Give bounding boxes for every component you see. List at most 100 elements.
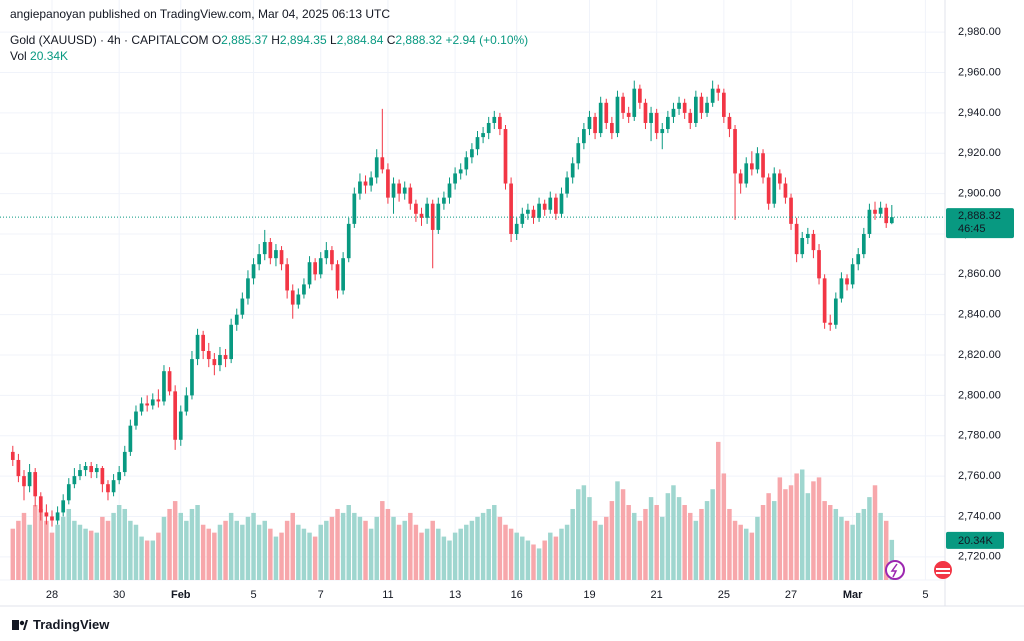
volume-bar — [732, 520, 738, 580]
flag-icon-stripe — [936, 572, 950, 574]
last-price-label: 2,888.32 — [958, 210, 1001, 222]
candle-body — [178, 411, 183, 440]
volume-bar — [648, 497, 654, 580]
volume-bar — [10, 528, 16, 580]
volume-bar — [100, 516, 105, 580]
candle-body — [716, 88, 721, 93]
volume-bar — [839, 516, 844, 580]
volume-bar — [693, 520, 699, 580]
volume-bar — [385, 508, 391, 580]
x-tick-label: Feb — [171, 589, 191, 601]
volume-bar — [480, 512, 486, 580]
candle-body — [850, 264, 855, 285]
candle-body — [598, 102, 603, 134]
volume-bar — [206, 528, 211, 580]
candle-body — [682, 102, 687, 113]
candle-body — [229, 324, 234, 360]
volume-bar — [883, 520, 889, 580]
candle-body — [705, 102, 709, 113]
volume-bar — [128, 520, 133, 580]
volume-bar — [671, 485, 676, 580]
change: +2.94 (+0.10%) — [445, 33, 529, 47]
candle-body — [464, 157, 469, 170]
countdown-label: 46:45 — [958, 223, 986, 235]
candle-body — [397, 183, 401, 194]
volume-bar — [609, 501, 615, 580]
volume-bar — [111, 512, 116, 580]
candle-body — [615, 96, 620, 134]
h-value: 2,894.35 — [279, 33, 327, 47]
volume-bar — [184, 520, 189, 580]
volume-bar — [290, 512, 295, 580]
volume-bar — [72, 520, 77, 580]
candle-body — [526, 209, 530, 214]
candle-body — [666, 116, 670, 130]
candle-body — [257, 254, 261, 265]
candle-body — [610, 122, 614, 134]
volume-bar — [727, 508, 732, 580]
candle-body — [66, 484, 71, 501]
candle-body — [128, 425, 133, 452]
volume-bar — [122, 508, 128, 580]
candle-body — [442, 197, 446, 204]
candle-body — [279, 250, 284, 265]
candle-body — [162, 371, 166, 402]
x-tick-label: 5 — [922, 589, 928, 601]
volume-legend: Vol 20.34K — [10, 49, 68, 63]
candle-body — [313, 262, 317, 275]
candle-body — [766, 177, 771, 204]
volume-box — [946, 531, 1004, 549]
symbol-title: Gold (XAUUSD) · 4h · CAPITALCOM — [10, 33, 209, 47]
y-tick-label: 2,960.00 — [958, 66, 1001, 78]
volume-bar — [581, 485, 587, 580]
brand-logo — [12, 619, 28, 630]
volume-bar — [441, 536, 447, 580]
candle-body — [10, 451, 15, 460]
volume-bar — [766, 493, 771, 580]
x-tick-label: 21 — [651, 589, 663, 601]
volume-bar — [816, 477, 822, 580]
volume-bar — [301, 528, 307, 580]
y-tick-label: 2,920.00 — [958, 147, 1001, 159]
x-tick-label: 19 — [583, 589, 595, 601]
volume-bar — [643, 508, 648, 580]
candle-body — [419, 213, 424, 218]
candle-body — [212, 359, 217, 366]
volume-bar — [699, 508, 704, 580]
candle-body — [828, 322, 833, 325]
volume-bar — [626, 505, 631, 580]
volume-bar — [49, 532, 55, 580]
volume-bar — [430, 520, 435, 580]
candle-body — [358, 181, 362, 194]
candle-body — [72, 476, 77, 485]
candle-body — [822, 278, 827, 323]
y-tick-label: 2,820.00 — [958, 349, 1001, 361]
candle-body — [503, 129, 508, 184]
candle-body — [195, 334, 200, 360]
candle-body — [55, 512, 60, 521]
candle-body — [33, 472, 38, 497]
candle-body — [184, 395, 189, 412]
x-tick-label: 28 — [46, 589, 58, 601]
candle-body — [649, 112, 653, 123]
y-tick-label: 2,900.00 — [958, 188, 1001, 200]
candle-body — [100, 468, 105, 485]
volume-bar — [805, 493, 811, 580]
candle-body — [386, 169, 390, 198]
volume-bar — [296, 524, 301, 580]
y-tick-label: 2,840.00 — [958, 309, 1001, 321]
candle-body — [290, 290, 295, 305]
candle-body — [134, 411, 138, 426]
x-tick-label: 16 — [511, 589, 523, 601]
volume-bar — [867, 497, 872, 580]
volume-bar — [312, 536, 318, 580]
candle-body — [559, 193, 564, 214]
candle-body — [856, 254, 861, 265]
candle-body — [139, 403, 144, 412]
candle-body — [201, 334, 206, 351]
candle-body — [889, 217, 894, 224]
volume-bar — [178, 512, 184, 580]
volume-bar — [352, 512, 357, 580]
candle-body — [537, 203, 541, 218]
candle-body — [106, 484, 110, 493]
